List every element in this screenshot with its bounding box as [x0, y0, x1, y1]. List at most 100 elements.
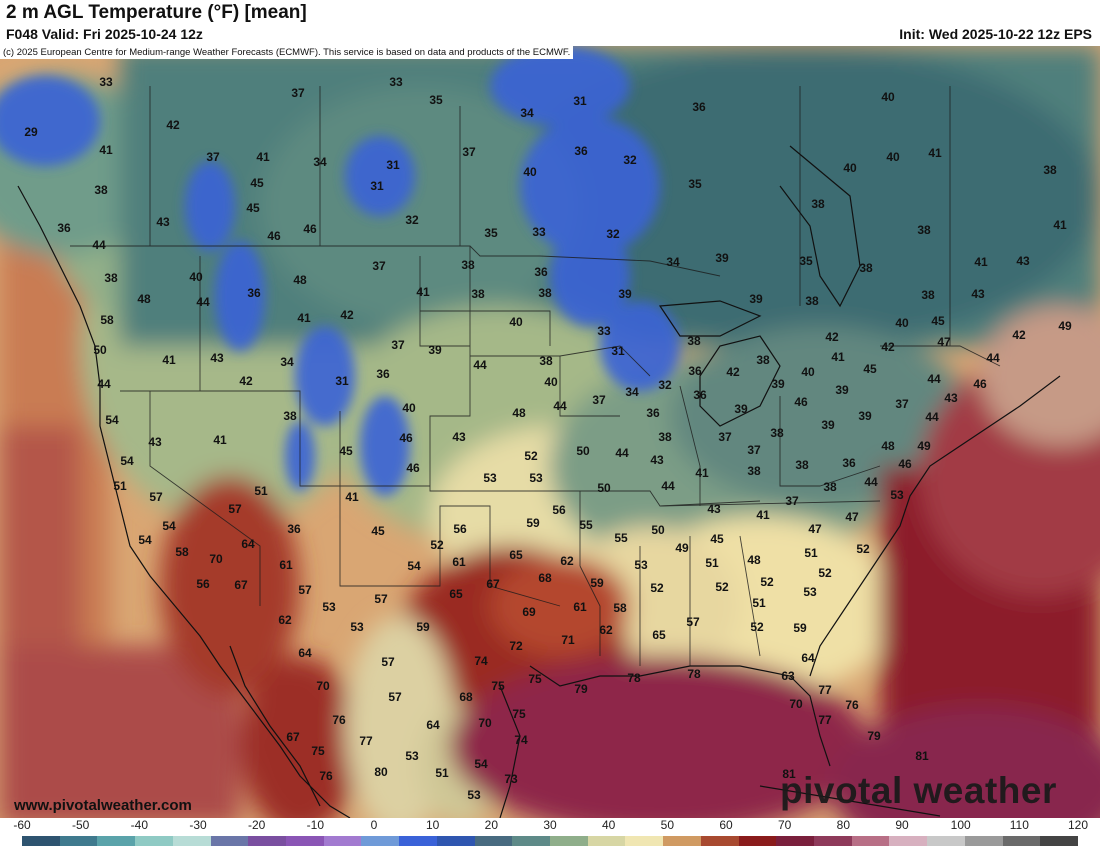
temperature-value-label: 45: [246, 201, 260, 215]
temperature-value-label: 40: [801, 365, 815, 379]
temperature-value-label: 36: [842, 456, 856, 470]
temperature-value-label: 62: [560, 554, 574, 568]
temperature-value-label: 32: [623, 153, 637, 167]
temperature-value-label: 47: [845, 510, 859, 524]
temperature-value-label: 38: [1043, 163, 1057, 177]
temperature-colorbar: -60 -50 -40 -30 -20 -10 0 10 20 30 40 50 60 70 80 90 100…: [0, 818, 1100, 850]
temperature-value-label: 41: [1053, 218, 1067, 232]
colorbar-swatch: [550, 836, 589, 846]
temperature-value-label: 40: [895, 316, 909, 330]
temperature-value-label: 65: [652, 628, 666, 642]
temperature-value-label: 42: [1012, 328, 1026, 342]
temperature-value-label: 39: [734, 402, 748, 416]
temperature-value-label: 52: [650, 581, 664, 595]
temperature-value-label: 42: [881, 340, 895, 354]
temperature-value-label: 68: [538, 571, 552, 585]
temperature-value-label: 43: [944, 391, 958, 405]
temperature-value-label: 39: [858, 409, 872, 423]
colorbar-swatch: [700, 836, 740, 846]
temperature-value-label: 52: [856, 542, 870, 556]
temperature-value-label: 44: [196, 295, 210, 309]
temperature-value-label: 52: [818, 566, 832, 580]
temperature-value-label: 39: [428, 343, 442, 357]
temperature-value-label: 36: [646, 406, 660, 420]
temperature-value-label: 54: [474, 757, 488, 771]
temperature-value-label: 37: [206, 150, 220, 164]
temperature-value-label: 70: [316, 679, 330, 693]
temperature-value-label: 31: [370, 179, 384, 193]
website-link[interactable]: www.pivotalweather.com: [14, 797, 192, 814]
colorbar-tick-label: 120: [1067, 818, 1089, 832]
temperature-value-label: 34: [280, 355, 294, 369]
temperature-value-label: 42: [340, 308, 354, 322]
temperature-value-label: 40: [523, 165, 537, 179]
temperature-value-label: 38: [756, 353, 770, 367]
temperature-value-label: 72: [509, 639, 523, 653]
colorbar-swatch: [889, 836, 928, 846]
temperature-value-label: 38: [658, 430, 672, 444]
temperature-value-label: 44: [97, 377, 111, 391]
temperature-value-label: 62: [599, 623, 613, 637]
valid-time: F048 Valid: Fri 2025-10-24 12z: [6, 26, 203, 42]
temperature-value-label: 44: [864, 475, 878, 489]
temperature-value-label: 37: [391, 338, 405, 352]
colorbar-swatch: [1002, 836, 1041, 846]
temperature-value-label: 77: [359, 734, 373, 748]
temperature-value-label: 43: [650, 453, 664, 467]
temperature-value-label: 77: [818, 713, 832, 727]
temperature-value-label: 39: [749, 292, 763, 306]
temperature-value-label: 40: [886, 150, 900, 164]
temperature-value-label: 77: [818, 683, 832, 697]
coastlines: [17, 145, 1061, 818]
temperature-value-label: 74: [514, 733, 528, 747]
colorbar-tick-label: 100: [950, 818, 971, 832]
colorbar-tick-label: -40: [130, 818, 148, 832]
colorbar-swatch: [663, 836, 702, 846]
temperature-value-label: 35: [484, 226, 498, 240]
colorbar-swatch: [814, 836, 853, 846]
temperature-value-label: 34: [520, 106, 534, 120]
cold-patches: [0, 46, 680, 496]
temperature-value-label: 39: [771, 377, 785, 391]
temperature-value-label: 45: [371, 524, 385, 538]
temperature-value-label: 38: [687, 334, 701, 348]
temperature-value-label: 48: [881, 439, 895, 453]
temperature-value-label: 53: [405, 749, 419, 763]
temperature-value-label: 76: [332, 713, 346, 727]
temperature-value-label: 39: [618, 287, 632, 301]
temperature-value-label: 73: [504, 772, 518, 786]
temperature-value-label: 50: [93, 343, 107, 357]
temperature-value-label: 53: [322, 600, 336, 614]
temperature-map[interactable]: 33 33 37 35 31 36 40 42 34 29 41 37 41 34 31 37 36 32 40 41…: [0, 46, 1100, 818]
temperature-value-label: 41: [162, 353, 176, 367]
temperature-value-label: 58: [175, 545, 189, 559]
colorbar-swatch: [625, 836, 664, 846]
temperature-value-label: 54: [120, 454, 134, 468]
temperature-value-label: 38: [461, 258, 475, 272]
colorbar-tick-label: -30: [189, 818, 207, 832]
temperature-value-label: 49: [675, 541, 689, 555]
temperature-value-label: 37: [747, 443, 761, 457]
temperature-value-label: 62: [278, 613, 292, 627]
temperature-value-label: 54: [407, 559, 421, 573]
temperature-value-label: 38: [539, 354, 553, 368]
temperature-value-label: 29: [24, 125, 38, 139]
temperature-value-label: 67: [286, 730, 300, 744]
temperature-value-label: 80: [374, 765, 388, 779]
temperature-value-label: 49: [917, 439, 931, 453]
temperature-value-label: 32: [405, 213, 419, 227]
temperature-value-label: 64: [801, 651, 815, 665]
temperature-value-label: 41: [297, 311, 311, 325]
colorbar-tick-label: 40: [601, 818, 616, 832]
temperature-value-label: 46: [303, 222, 317, 236]
temperature-value-label: 74: [474, 654, 488, 668]
temperature-value-label: 43: [148, 435, 162, 449]
temperature-value-label: 67: [234, 578, 248, 592]
colorbar-swatch: [587, 836, 626, 846]
header-bar: 2 m AGL Temperature (°F) [mean] F048 Val…: [0, 0, 1100, 46]
temperature-value-label: 59: [793, 621, 807, 635]
temperature-value-label: 38: [795, 458, 809, 472]
colorbar-swatch: [738, 836, 777, 846]
temperature-value-label: 36: [574, 144, 588, 158]
temperature-value-label: 57: [228, 502, 242, 516]
